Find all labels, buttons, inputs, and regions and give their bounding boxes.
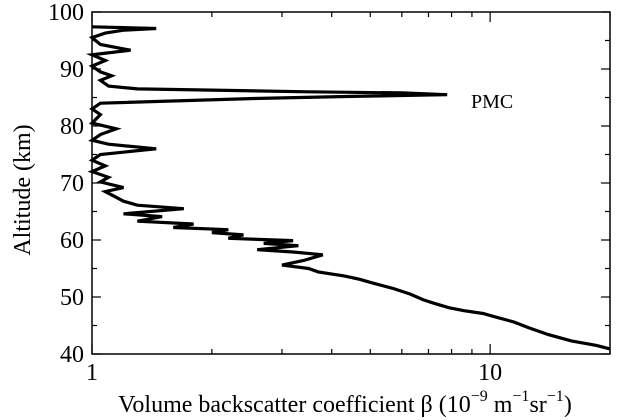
series-layer bbox=[85, 25, 611, 351]
x-axis-title-exp1: −9 bbox=[471, 388, 488, 405]
y-tick-label: 60 bbox=[60, 228, 84, 254]
y-tick-label: 70 bbox=[60, 171, 84, 197]
plot-frame bbox=[91, 11, 611, 355]
x-axis-title-unit-sr: sr bbox=[529, 392, 546, 418]
x-axis-title: Volume backscatter coefficient β (10−9 m… bbox=[118, 388, 572, 418]
y-axis-title: Altitude (km) bbox=[10, 124, 36, 255]
x-tick-label: 1 bbox=[86, 360, 98, 386]
x-axis-title-main: Volume backscatter coefficient β (10 bbox=[118, 392, 471, 418]
y-tick-label: 50 bbox=[60, 285, 84, 311]
y-tick-label: 100 bbox=[48, 0, 84, 26]
y-tick-label: 40 bbox=[60, 342, 84, 368]
y-tick-label: 90 bbox=[60, 57, 84, 83]
x-axis-title-unit-m: m bbox=[488, 392, 513, 418]
pmc-annotation: PMC bbox=[471, 91, 513, 113]
x-axis-title-exp3: −1 bbox=[547, 388, 564, 405]
x-tick-label: 10 bbox=[478, 360, 502, 386]
x-axis-title-exp2: −1 bbox=[512, 388, 529, 405]
series-line bbox=[85, 25, 611, 351]
y-tick-label: 80 bbox=[60, 114, 84, 140]
x-axis-title-close: ) bbox=[564, 392, 572, 418]
